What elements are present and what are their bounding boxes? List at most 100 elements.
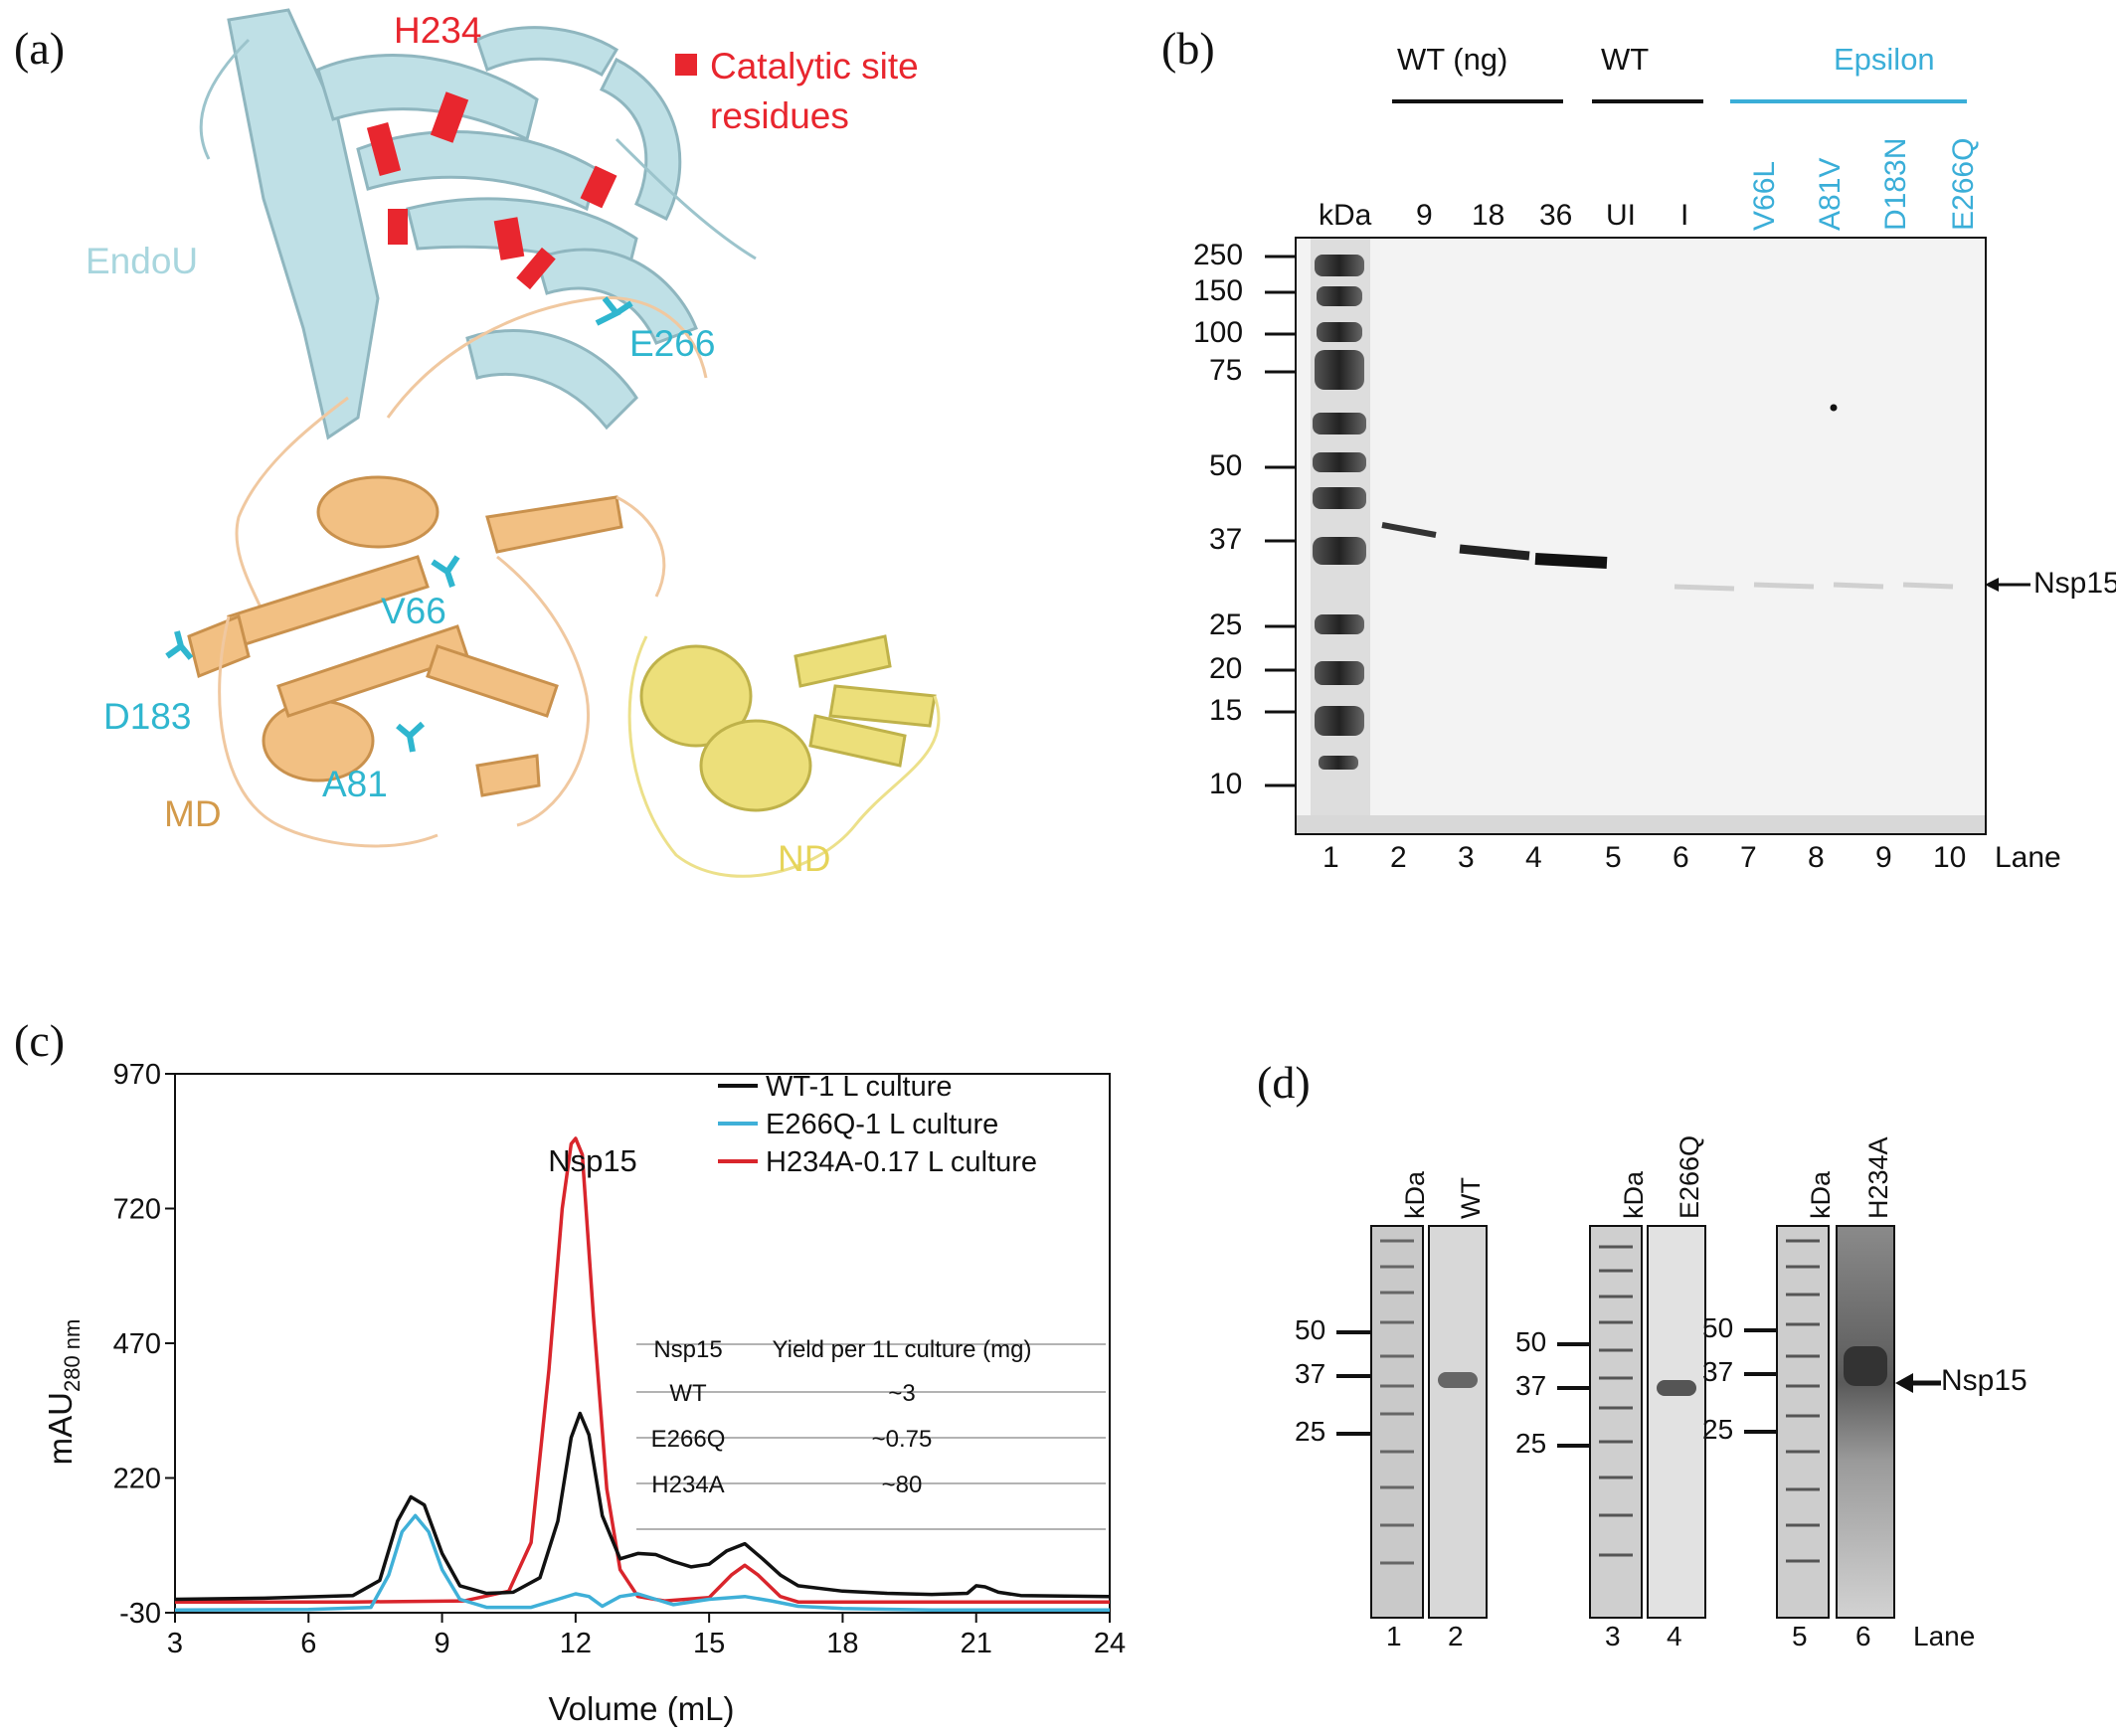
y-tick-label: 720 <box>113 1194 161 1226</box>
endou-label: EndoU <box>86 241 199 281</box>
gel3-tick-37 <box>1744 1372 1776 1376</box>
lane-number-2: 2 <box>1390 841 1407 874</box>
gel3-sample-lane <box>1836 1225 1895 1619</box>
md-domain <box>187 475 623 797</box>
lane-header-e266q: E266Q <box>1947 137 1980 231</box>
catalytic-legend-swatch <box>675 54 697 76</box>
lane-number-7: 7 <box>1740 841 1757 874</box>
yield-table: Nsp15 Yield per 1L culture (mg) WT ~3 E2… <box>636 1336 1106 1530</box>
legend-label-0: WT-1 L culture <box>766 1071 952 1103</box>
nsp15-arrow-b <box>1985 578 2030 592</box>
gel3-ladder-label: kDa <box>1806 1170 1836 1219</box>
series-line-1 <box>174 1513 1110 1613</box>
table-row-wt-yield: ~3 <box>888 1380 915 1407</box>
table-row-e266q: E266Q <box>651 1426 726 1453</box>
gel2-marker-37: 37 <box>1515 1370 1547 1401</box>
table-row-h234a: H234A <box>651 1472 724 1498</box>
gel2-tick-25 <box>1557 1444 1589 1448</box>
y-tick-label: 970 <box>113 1059 161 1091</box>
gel3-ladder-lane <box>1776 1225 1830 1619</box>
gel2-ladder-label: kDa <box>1619 1170 1649 1219</box>
gel3-marker-50: 50 <box>1702 1312 1734 1343</box>
panel-c-letter: (c) <box>14 1015 66 1066</box>
lane-number-6: 6 <box>1673 841 1689 874</box>
marker-20: 20 <box>1209 652 1243 685</box>
gel1-lane-1: 1 <box>1386 1621 1402 1651</box>
table-header-nsp15: Nsp15 <box>653 1336 722 1363</box>
gel1-tick-25 <box>1336 1432 1370 1436</box>
lane-number-10: 10 <box>1933 841 1967 874</box>
nsp15-label-d: Nsp15 <box>1941 1364 2028 1397</box>
lane-number-9: 9 <box>1875 841 1892 874</box>
group-epsilon-label: Epsilon <box>1834 42 1935 77</box>
group-wt-ng-label: WT (ng) <box>1397 42 1508 77</box>
gel2-tick-50 <box>1557 1342 1589 1346</box>
marker-25: 25 <box>1209 608 1243 641</box>
gel2-ladder-lane <box>1589 1225 1643 1619</box>
gel3-lane-5: 5 <box>1792 1621 1808 1651</box>
group-wt-label: WT <box>1601 42 1650 77</box>
panel-d-letter: (d) <box>1257 1057 1311 1108</box>
lane-number-1: 1 <box>1322 841 1339 874</box>
x-tick-label: 18 <box>826 1628 858 1659</box>
marker-37: 37 <box>1209 523 1243 556</box>
gel3-tick-25 <box>1744 1430 1776 1434</box>
catalytic-legend-line1: Catalytic site <box>710 46 919 87</box>
gel1-marker-37: 37 <box>1295 1358 1326 1389</box>
lane-word-d: Lane <box>1913 1621 1976 1651</box>
gel3-tick-50 <box>1744 1328 1776 1332</box>
marker-75: 75 <box>1209 354 1243 387</box>
lane-header-9: 9 <box>1416 199 1433 232</box>
peak-label-nsp15: Nsp15 <box>548 1143 637 1178</box>
endou-domain <box>227 8 698 440</box>
legend-label-1: E266Q-1 L culture <box>766 1109 998 1140</box>
chart-legend: WT-1 L culture E266Q-1 L culture H234A-0.1… <box>718 1071 1037 1178</box>
lane-number-3: 3 <box>1458 841 1475 874</box>
y-tick-label: 220 <box>113 1464 161 1495</box>
v66-label: V66 <box>381 591 446 631</box>
catalytic-legend-line2: residues <box>710 95 849 136</box>
a81-label: A81 <box>322 764 388 804</box>
lane-header-kda: kDa <box>1319 199 1372 232</box>
lane-word-b: Lane <box>1995 841 2061 874</box>
lane-number-5: 5 <box>1605 841 1622 874</box>
lane-number-4: 4 <box>1525 841 1542 874</box>
sec-chromatogram: 3 6 9 12 15 18 21 24 -30 220 470 720 970 mAU280 nm V… <box>42 1059 1126 1727</box>
gel1-sample-label: WT <box>1456 1177 1486 1219</box>
protein-structure-illustration <box>165 8 941 878</box>
marker-50: 50 <box>1209 449 1243 482</box>
x-tick-label: 6 <box>300 1628 316 1659</box>
chart-series <box>174 1136 1111 1613</box>
gel3-lane-6: 6 <box>1855 1621 1871 1651</box>
lane-header-i: I <box>1680 199 1689 232</box>
gel2-sample-lane <box>1647 1225 1706 1619</box>
panel-a-letter: (a) <box>14 23 66 74</box>
lane-header-18: 18 <box>1472 199 1505 232</box>
group-epsilon-bar <box>1730 99 1967 103</box>
h234-label: H234 <box>394 10 482 51</box>
marker-ticks <box>1265 255 1295 787</box>
nsp15-arrow-d <box>1895 1373 1941 1393</box>
marker-100: 100 <box>1193 316 1244 349</box>
marker-15: 15 <box>1209 694 1243 727</box>
d183-label: D183 <box>103 696 192 737</box>
gel1-ladder-lane <box>1370 1225 1424 1619</box>
gel1-marker-50: 50 <box>1295 1314 1326 1345</box>
series-line-0 <box>174 1411 1111 1602</box>
table-row-h234a-yield: ~80 <box>882 1472 923 1498</box>
group-wt-bar <box>1592 99 1703 103</box>
y-tick-label: -30 <box>119 1598 161 1630</box>
western-blot <box>1295 237 1987 835</box>
gel2-lane-3: 3 <box>1605 1621 1621 1651</box>
table-row-wt: WT <box>669 1380 707 1407</box>
mutation-sticks <box>165 296 633 753</box>
catalytic-residues <box>366 91 617 290</box>
x-tick-label: 21 <box>961 1628 992 1659</box>
legend-label-2: H234A-0.17 L culture <box>766 1146 1037 1178</box>
x-tick-label: 15 <box>693 1628 725 1659</box>
gel2-marker-50: 50 <box>1515 1326 1547 1357</box>
gel2-lane-4: 4 <box>1667 1621 1682 1651</box>
marker-150: 150 <box>1193 274 1244 307</box>
x-axis-label: Volume (mL) <box>548 1690 734 1727</box>
lane-header-ui: UI <box>1606 199 1636 232</box>
